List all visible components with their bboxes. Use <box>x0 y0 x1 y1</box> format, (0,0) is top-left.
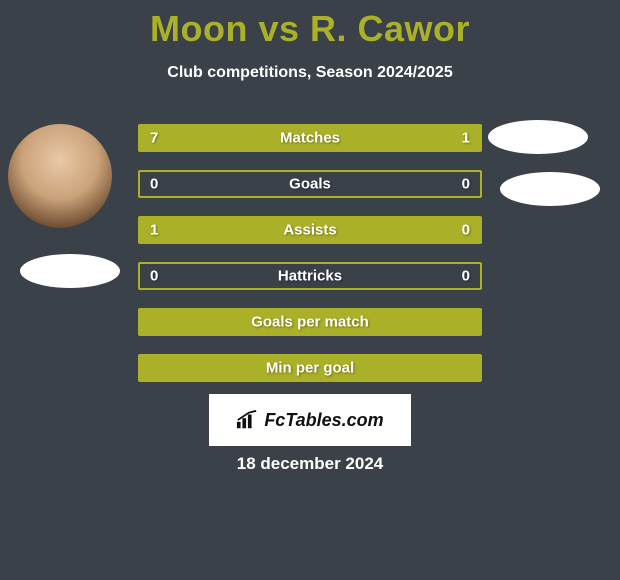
bar-row: Min per goal <box>138 354 482 382</box>
bar-value-left: 0 <box>150 176 158 193</box>
brand-box: FcTables.com <box>209 394 411 446</box>
bar-row: Goals per match <box>138 308 482 336</box>
bar-fill-left <box>140 218 480 242</box>
bar-row: 0 0Hattricks <box>138 262 482 290</box>
bar-fill-left <box>140 356 480 380</box>
bar-value-left: 1 <box>150 222 158 239</box>
club-badge-left <box>20 254 120 288</box>
bar-label: Goals <box>140 176 480 193</box>
club-badge-right-1 <box>488 120 588 154</box>
bar-value-right: 0 <box>462 176 470 193</box>
brand-icon <box>236 410 258 430</box>
club-badge-right-2 <box>500 172 600 206</box>
bar-label: Hattricks <box>140 268 480 285</box>
page-title: Moon vs R. Cawor <box>0 0 620 50</box>
brand-text: FcTables.com <box>264 410 383 431</box>
bar-value-right: 1 <box>462 130 470 147</box>
date-text: 18 december 2024 <box>0 454 620 474</box>
bar-value-left: 0 <box>150 268 158 285</box>
bar-value-right: 0 <box>462 268 470 285</box>
bar-row: 0 0Goals <box>138 170 482 198</box>
bar-row: 10Assists <box>138 216 482 244</box>
bar-value-left: 7 <box>150 130 158 147</box>
comparison-bars: 71Matches00Goals10Assists00HattricksGoal… <box>138 124 482 400</box>
bar-fill-left <box>140 126 412 150</box>
subtitle: Club competitions, Season 2024/2025 <box>0 64 620 82</box>
bar-fill-left <box>140 310 480 334</box>
bar-row: 71Matches <box>138 124 482 152</box>
bar-value-right: 0 <box>462 222 470 239</box>
player-avatar-left <box>8 124 112 228</box>
